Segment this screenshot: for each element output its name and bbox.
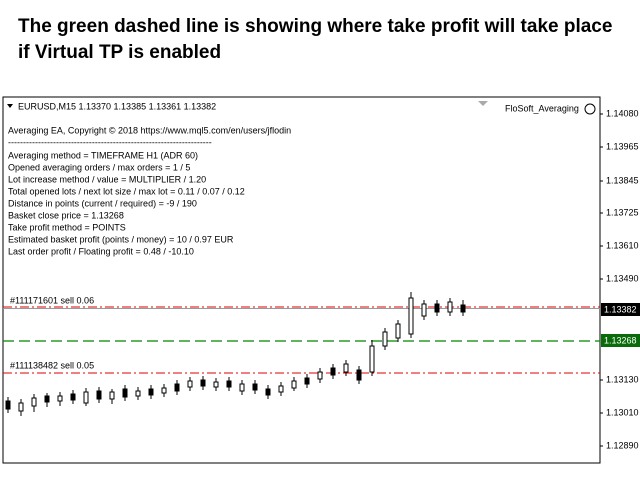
price-tick-label: 1.13010 <box>606 407 639 417</box>
info-line: Total opened lots / next lot size / max … <box>8 186 245 196</box>
candle <box>291 380 297 389</box>
candle <box>96 390 102 400</box>
ea-smiley <box>584 103 596 115</box>
info-line: Distance in points (current / required) … <box>8 198 197 208</box>
candle <box>226 380 232 388</box>
info-line: Averaging method = TIMEFRAME H1 (ADR 60) <box>8 150 198 160</box>
candle <box>252 383 258 391</box>
info-line: Averaging EA, Copyright © 2018 https://w… <box>8 125 291 135</box>
price-tick-label: 1.12890 <box>606 440 639 450</box>
info-line: Lot increase method / value = MULTIPLIER… <box>8 174 206 184</box>
candle <box>18 402 24 412</box>
candle <box>447 301 453 313</box>
scroll-marker <box>478 101 488 106</box>
candle <box>304 377 310 385</box>
candle <box>31 397 37 407</box>
candle <box>5 400 11 410</box>
info-line: Opened averaging orders / max orders = 1… <box>8 162 190 172</box>
info-panel: Averaging EA, Copyright © 2018 https://w… <box>8 125 291 256</box>
candle <box>57 395 63 402</box>
price-tick-label: 1.13725 <box>606 207 639 217</box>
candle <box>161 387 167 394</box>
current-price-box <box>601 303 640 316</box>
candle <box>356 369 362 381</box>
candle <box>343 363 349 373</box>
candle <box>408 297 414 335</box>
current-price-label: 1.13382 <box>604 304 637 314</box>
take-profit-label: 1.13268 <box>604 335 637 345</box>
candle <box>395 323 401 339</box>
order-label: #111138482 sell 0.05 <box>10 360 94 370</box>
price-tick-label: 1.13610 <box>606 240 639 250</box>
candle <box>200 379 206 387</box>
info-line: Take profit method = POINTS <box>8 222 126 232</box>
ea-name: FloSoft_Averaging <box>505 103 579 113</box>
candles <box>5 292 466 416</box>
candle <box>460 304 466 313</box>
candle <box>122 388 128 398</box>
candle <box>382 331 388 347</box>
order-label: #111171601 sell 0.06 <box>10 295 94 305</box>
candle <box>148 388 154 396</box>
candle <box>135 390 141 397</box>
take-profit-box <box>601 334 640 347</box>
price-tick-label: 1.14080 <box>606 108 639 118</box>
chart-frame <box>2 96 601 464</box>
candle <box>330 367 336 376</box>
info-line: Basket close price = 1.13268 <box>8 210 124 220</box>
price-tick-label: 1.13490 <box>606 273 639 283</box>
candle <box>278 385 284 393</box>
candle <box>187 380 193 388</box>
candle <box>83 391 89 404</box>
candle <box>213 381 219 388</box>
candle <box>434 303 440 313</box>
price-axis: 1.14080 1.13965 1.13845 1.13725 1.13610 1.134… <box>600 108 639 450</box>
info-line: Estimated basket profit (points / money)… <box>8 234 234 244</box>
price-tick-label: 1.13130 <box>606 374 639 384</box>
candle <box>70 393 76 401</box>
candle <box>239 383 245 392</box>
symbol-header: EURUSD,M15 1.13370 1.13385 1.13361 1.133… <box>18 101 216 111</box>
info-line: Last order profit / Floating profit = 0.… <box>8 246 194 256</box>
candle <box>369 345 375 373</box>
caption: The green dashed line is showing where t… <box>18 16 613 63</box>
candle <box>421 303 427 317</box>
price-tick-label: 1.13965 <box>606 141 639 151</box>
candle <box>317 371 323 380</box>
candle <box>109 391 115 400</box>
candle <box>44 395 50 403</box>
menu-arrow[interactable] <box>7 104 13 108</box>
price-tick-label: 1.13845 <box>606 175 639 185</box>
candle <box>265 388 271 396</box>
candle <box>174 383 180 392</box>
info-line: ----------------------------------------… <box>8 137 212 147</box>
